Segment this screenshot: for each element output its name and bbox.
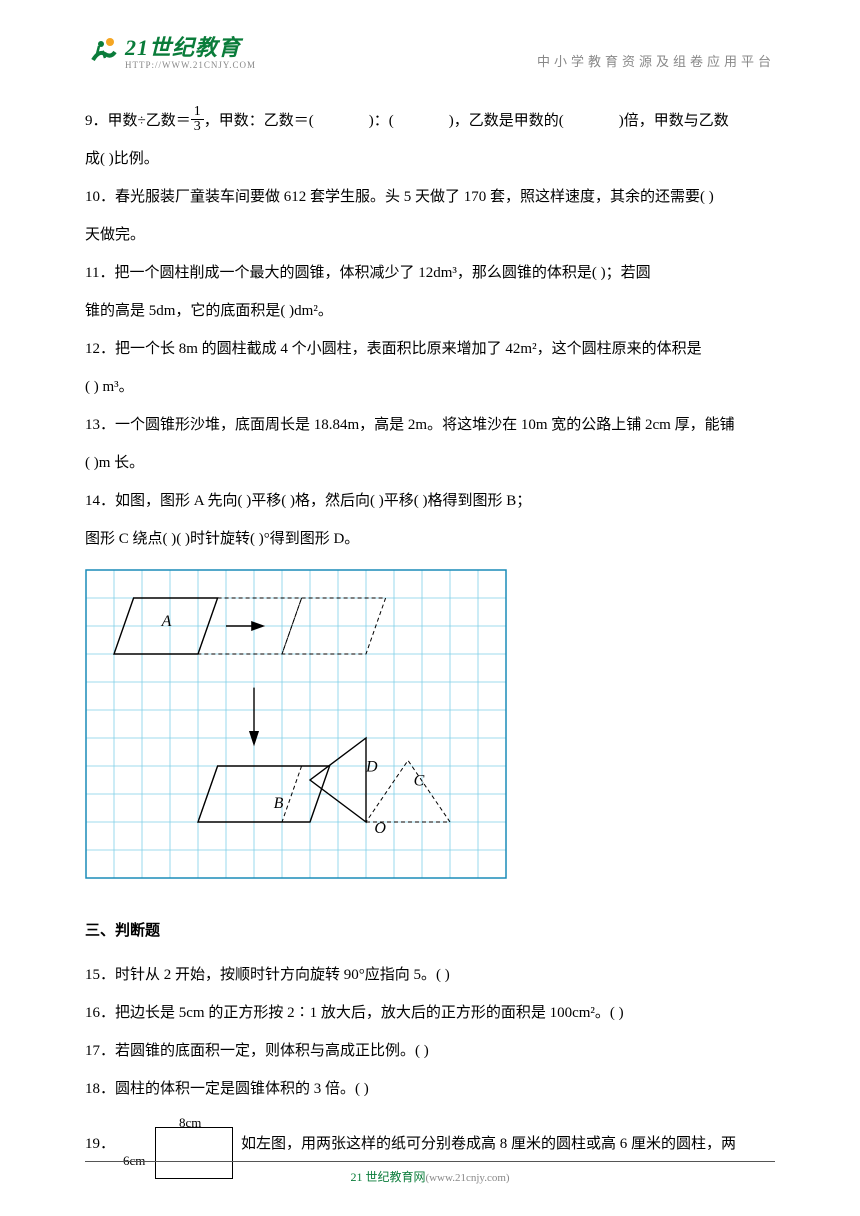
question-14-line2: 图形 C 绕点( )( )时针旋转( )°得到图形 D。	[85, 521, 775, 557]
question-9-line2: 成( )比例。	[85, 141, 775, 177]
page-footer: 21 世纪教育网(www.21cnjy.com)	[85, 1161, 775, 1186]
page-header: 21世纪教育 HTTP://WWW.21CNJY.COM 中小学教育资源及组卷应…	[85, 30, 775, 78]
question-12-line2: ( ) m³。	[85, 369, 775, 405]
svg-text:C: C	[414, 773, 425, 790]
footer-url: (www.21cnjy.com)	[425, 1172, 509, 1184]
fraction-icon: 13	[191, 105, 204, 134]
logo-text-main: 21世纪教育	[125, 30, 256, 62]
header-right-text: 中小学教育资源及组卷应用平台	[537, 51, 775, 70]
q19-number: 19．	[85, 1126, 115, 1162]
svg-text:B: B	[274, 795, 284, 812]
question-15: 15．时针从 2 开始，按顺时针方向旋转 90°应指向 5。( )	[85, 957, 775, 993]
q9-text-mid4: )倍，甲数与乙数	[619, 113, 729, 129]
question-12: 12．把一个长 8m 的圆柱截成 4 个小圆柱，表面积比原来增加了 42m²，这…	[85, 331, 775, 367]
question-16: 16．把边长是 5cm 的正方形按 2∶1 放大后，放大后的正方形的面积是 10…	[85, 995, 775, 1031]
question-18: 18．圆柱的体积一定是圆锥体积的 3 倍。( )	[85, 1071, 775, 1107]
question-13: 13．一个圆锥形沙堆，底面周长是 18.84m，高是 2m。将这堆沙在 10m …	[85, 407, 775, 443]
content-area: 9．甲数÷乙数＝13，甲数：乙数＝( )：( )，乙数是甲数的( )倍，甲数与乙数 成…	[85, 103, 775, 1179]
q9-text-pre: 9．甲数÷乙数＝	[85, 113, 191, 129]
grid-figure: A B C D O	[85, 569, 775, 893]
question-10: 10．春光服装厂童装车间要做 612 套学生服。头 5 天做了 170 套，照这…	[85, 179, 775, 215]
q19-text: 如左图，用两张这样的纸可分别卷成高 8 厘米的圆柱或高 6 厘米的圆柱，两	[241, 1126, 736, 1162]
question-13-line2: ( )m 长。	[85, 445, 775, 481]
footer-text: 21 世纪教育网	[350, 1170, 425, 1184]
svg-text:D: D	[365, 759, 378, 776]
question-17: 17．若圆锥的底面积一定，则体积与高成正比例。( )	[85, 1033, 775, 1069]
logo: 21世纪教育 HTTP://WWW.21CNJY.COM	[85, 30, 256, 70]
svg-text:A: A	[161, 613, 172, 630]
question-11: 11．把一个圆柱削成一个最大的圆锥，体积减少了 12dm³，那么圆锥的体积是( …	[85, 255, 775, 291]
logo-text-sub: HTTP://WWW.21CNJY.COM	[125, 60, 256, 70]
section-3-title: 三、判断题	[85, 913, 775, 949]
q9-text-mid2: )：(	[369, 113, 394, 129]
question-14: 14．如图，图形 A 先向( )平移( )格，然后向( )平移( )格得到图形 …	[85, 483, 775, 519]
svg-text:O: O	[374, 820, 386, 837]
q9-text-mid3: )，乙数是甲数的(	[449, 113, 564, 129]
q9-text-mid1: ，甲数：乙数＝(	[204, 113, 314, 129]
logo-icon	[85, 32, 121, 68]
grid-diagram: A B C D O	[85, 569, 507, 879]
question-11-line2: 锥的高是 5dm，它的底面积是( )dm²。	[85, 293, 775, 329]
question-9: 9．甲数÷乙数＝13，甲数：乙数＝( )：( )，乙数是甲数的( )倍，甲数与乙数	[85, 103, 775, 139]
question-10-line2: 天做完。	[85, 217, 775, 253]
